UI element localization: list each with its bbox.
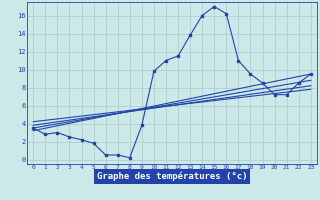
X-axis label: Graphe des températures (°c): Graphe des températures (°c): [97, 172, 247, 181]
